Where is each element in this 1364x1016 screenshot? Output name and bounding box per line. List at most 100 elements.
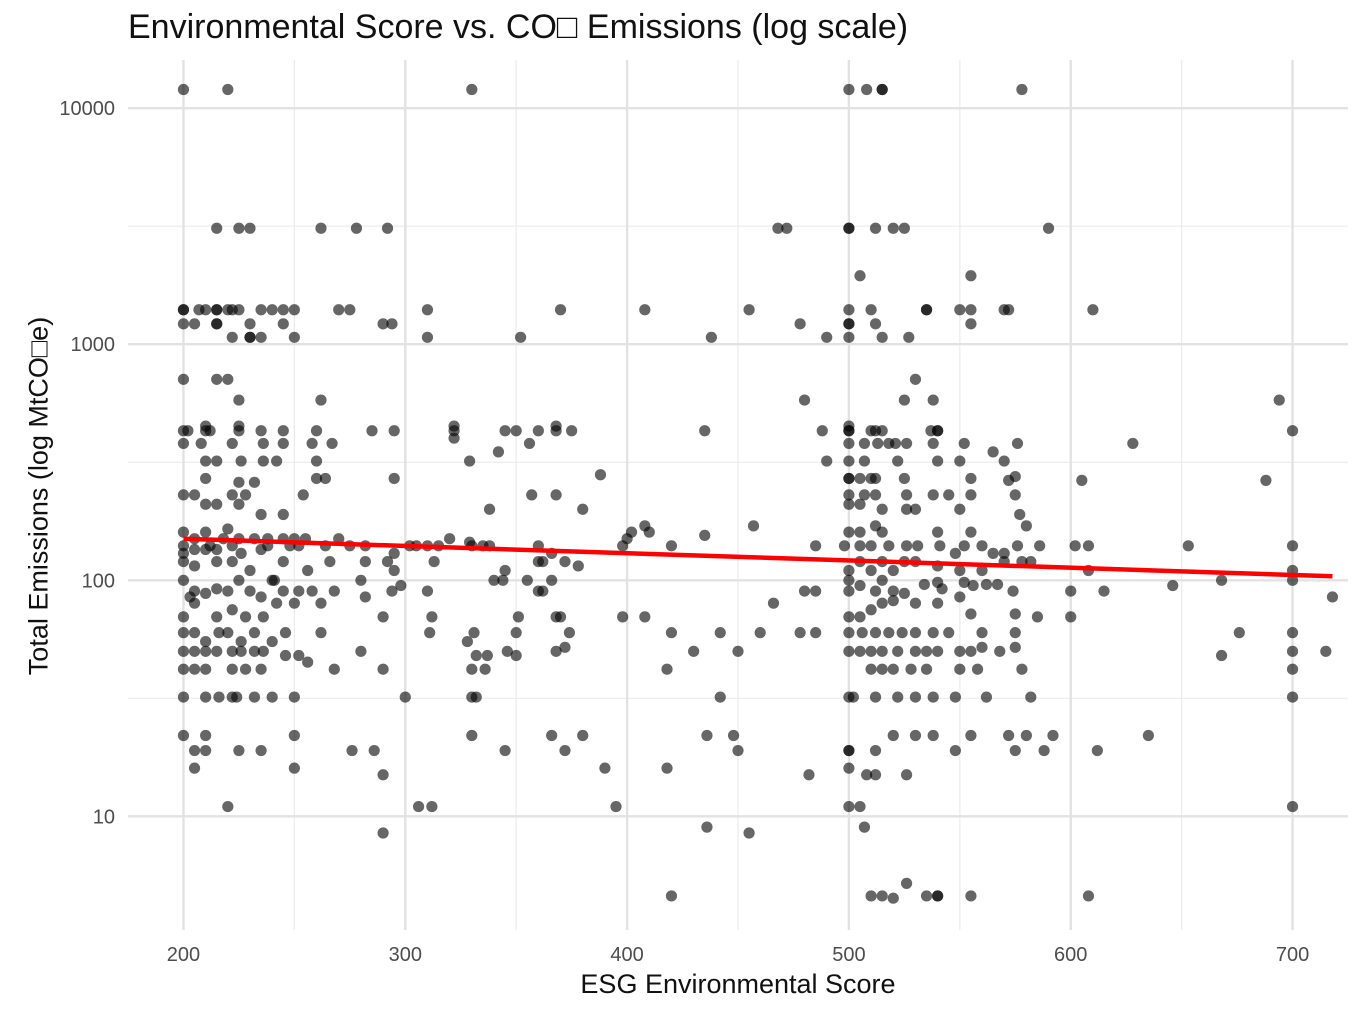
data-point: [537, 585, 549, 597]
data-point: [200, 587, 212, 599]
data-point: [526, 489, 538, 501]
data-point: [554, 611, 567, 623]
data-point: [188, 318, 201, 330]
data-point: [388, 564, 400, 577]
data-point: [920, 304, 933, 316]
data-point: [699, 425, 711, 437]
data-point: [954, 591, 966, 603]
data-point: [949, 691, 961, 703]
data-point: [266, 635, 278, 648]
data-points: [177, 83, 1339, 904]
data-point: [958, 437, 970, 450]
data-point: [235, 455, 247, 467]
data-point: [333, 304, 345, 316]
data-point: [222, 523, 234, 535]
data-point: [1016, 663, 1028, 675]
data-point: [976, 564, 988, 577]
data-point: [1009, 470, 1021, 483]
data-point: [277, 318, 289, 330]
data-point: [492, 446, 505, 458]
data-point: [714, 627, 726, 639]
data-point: [226, 645, 238, 657]
data-point: [255, 591, 267, 603]
data-point: [843, 83, 855, 96]
data-point: [235, 645, 247, 657]
data-point: [319, 472, 332, 485]
data-point: [967, 579, 979, 592]
data-point: [1009, 641, 1021, 653]
data-point: [368, 744, 380, 757]
data-point: [900, 437, 913, 450]
data-point: [244, 331, 256, 343]
data-point: [876, 645, 888, 657]
data-point: [222, 373, 234, 385]
data-point: [747, 520, 760, 532]
data-point: [188, 543, 201, 556]
data-point: [1087, 304, 1099, 316]
data-point: [1065, 611, 1077, 623]
data-point: [248, 476, 261, 488]
data-point: [266, 691, 278, 703]
data-point: [315, 222, 327, 234]
data-point: [887, 564, 899, 577]
data-point: [843, 420, 855, 432]
data-point: [182, 425, 194, 437]
data-point: [288, 597, 300, 609]
data-point: [1215, 574, 1228, 586]
data-point: [324, 555, 336, 568]
data-point: [943, 489, 955, 501]
x-tick-labels: 200 300 400 500 600 700: [167, 944, 1309, 966]
data-point: [483, 503, 496, 515]
x-tick-label: 700: [1276, 944, 1309, 966]
data-point: [277, 555, 289, 568]
data-point: [865, 604, 877, 616]
data-point: [909, 729, 922, 742]
data-point: [976, 540, 988, 552]
data-point: [900, 769, 913, 781]
data-point: [200, 455, 212, 467]
data-point: [1076, 474, 1088, 486]
data-point: [1167, 579, 1179, 592]
data-point: [532, 425, 544, 437]
data-point: [927, 729, 939, 742]
data-point: [395, 579, 407, 592]
data-point: [743, 827, 755, 839]
data-point: [310, 455, 323, 467]
data-point: [1098, 585, 1110, 597]
data-point: [1286, 691, 1299, 703]
data-point: [625, 526, 638, 538]
data-point: [665, 540, 678, 552]
data-point: [233, 222, 245, 234]
data-point: [898, 587, 910, 599]
data-point: [743, 304, 755, 316]
data-point: [843, 472, 855, 485]
data-point: [1009, 608, 1021, 620]
data-point: [559, 641, 571, 653]
data-point: [843, 318, 855, 330]
data-point: [954, 564, 966, 577]
data-point: [876, 503, 888, 515]
data-point: [865, 663, 877, 675]
data-point: [998, 455, 1010, 467]
data-point: [226, 437, 238, 450]
data-point: [843, 304, 855, 316]
data-point: [617, 611, 629, 623]
data-point: [257, 611, 269, 623]
data-point: [488, 574, 500, 586]
data-point: [355, 645, 367, 657]
data-point: [310, 425, 323, 437]
x-tick-label: 200: [167, 944, 200, 966]
y-tick-label: 1000: [71, 334, 116, 356]
data-point: [858, 489, 871, 501]
data-point: [900, 503, 913, 515]
data-point: [887, 595, 899, 607]
data-point: [188, 663, 201, 675]
data-point: [976, 641, 988, 653]
data-point: [255, 663, 267, 675]
data-point: [235, 635, 247, 648]
data-point: [1031, 611, 1044, 623]
data-point: [302, 564, 314, 577]
data-point: [980, 578, 993, 591]
data-point: [810, 627, 822, 639]
data-point: [188, 744, 201, 757]
